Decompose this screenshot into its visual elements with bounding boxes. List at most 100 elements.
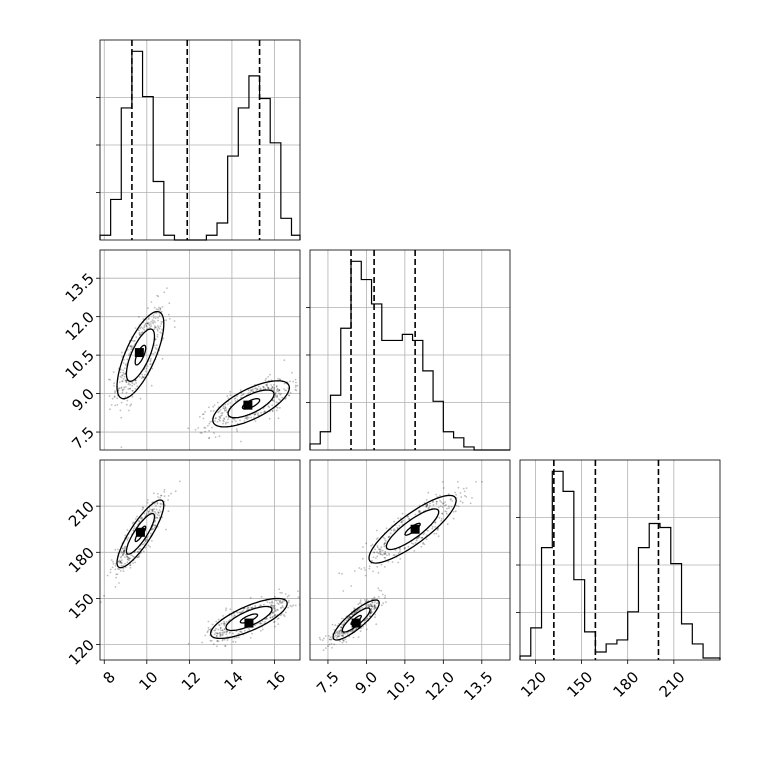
sample-point <box>378 548 380 551</box>
sample-point <box>146 499 149 501</box>
sample-point <box>371 559 373 562</box>
sample-point <box>242 610 245 612</box>
sample-point <box>227 418 230 421</box>
sample-point <box>121 380 123 383</box>
sample-point <box>281 592 283 594</box>
sample-point <box>221 629 224 632</box>
sample-point <box>259 622 262 624</box>
sample-point <box>187 427 190 430</box>
sample-point <box>276 602 279 605</box>
sample-point <box>365 598 368 601</box>
sample-point <box>122 552 124 555</box>
sample-point <box>153 325 156 327</box>
sample-point <box>435 503 438 505</box>
sample-point <box>460 496 463 498</box>
sample-point <box>216 645 218 648</box>
sample-point <box>155 308 158 310</box>
sample-point <box>451 500 454 502</box>
sample-point <box>267 376 270 378</box>
sample-point <box>124 534 127 537</box>
sample-point <box>212 410 215 412</box>
sample-point <box>278 378 281 380</box>
y-tick-label: 13.5 <box>62 269 98 305</box>
sample-point <box>443 504 446 507</box>
sample-point <box>269 373 271 376</box>
sample-point <box>113 395 116 398</box>
sample-point <box>124 547 126 550</box>
sample-point <box>399 549 402 551</box>
sample-point <box>348 616 351 619</box>
density-contour <box>225 605 273 632</box>
sample-point <box>254 413 257 415</box>
sample-point <box>280 607 282 609</box>
sample-point <box>124 367 126 370</box>
sample-point <box>246 415 249 418</box>
sample-point <box>214 417 217 420</box>
sample-point <box>330 642 333 645</box>
sample-point <box>154 347 157 349</box>
sample-point <box>276 618 279 620</box>
sample-point <box>209 420 212 423</box>
sample-point <box>117 567 119 570</box>
sample-point <box>159 496 162 499</box>
sample-point <box>222 420 225 423</box>
sample-point <box>151 528 154 531</box>
sample-point <box>338 572 341 575</box>
sample-point <box>375 529 378 532</box>
sample-point <box>429 505 431 507</box>
y-tick-label: 180 <box>65 544 98 577</box>
sample-point <box>146 501 149 504</box>
sample-point <box>217 618 220 621</box>
sample-point <box>217 411 220 414</box>
sample-point <box>221 629 224 632</box>
sample-point <box>154 338 157 341</box>
sample-point <box>130 403 133 406</box>
sample-point <box>144 373 146 376</box>
sample-point <box>217 640 220 642</box>
sample-point <box>234 397 237 399</box>
sample-point <box>277 377 279 380</box>
sample-point <box>306 587 308 589</box>
sample-point <box>363 599 366 601</box>
sample-point <box>384 553 387 555</box>
sample-point <box>273 620 276 623</box>
sample-point <box>384 539 387 542</box>
panel-frame <box>99 459 301 661</box>
sample-point <box>150 508 153 511</box>
sample-point <box>277 623 280 625</box>
sample-point <box>153 306 156 309</box>
sample-point <box>465 487 468 489</box>
sample-point <box>222 615 224 617</box>
sample-point <box>199 431 202 434</box>
sample-point <box>118 387 120 390</box>
sample-point <box>224 645 227 647</box>
sample-point <box>436 500 438 503</box>
sample-point <box>134 327 137 329</box>
sample-point <box>223 622 225 625</box>
sample-point <box>156 502 159 505</box>
sample-point <box>160 310 163 313</box>
sample-point <box>225 630 228 633</box>
sample-point <box>90 413 92 415</box>
sample-point <box>420 545 423 548</box>
sample-point <box>277 599 279 601</box>
sample-point <box>375 538 378 540</box>
sample-point <box>132 389 134 392</box>
sample-point <box>137 556 140 558</box>
sample-point <box>341 634 344 637</box>
sample-point <box>286 595 289 598</box>
sample-point <box>154 351 157 354</box>
sample-point <box>384 594 387 597</box>
sample-point <box>214 420 216 422</box>
sample-point <box>373 605 376 608</box>
sample-point <box>440 519 443 522</box>
sample-point <box>173 320 176 322</box>
sample-point <box>240 440 242 443</box>
sample-point <box>151 319 154 321</box>
sample-point <box>364 569 366 571</box>
sample-point <box>213 633 216 636</box>
sample-point <box>226 411 228 414</box>
sample-point <box>151 510 154 512</box>
sample-point <box>147 544 150 547</box>
x-tick-label: 8 <box>100 668 119 687</box>
